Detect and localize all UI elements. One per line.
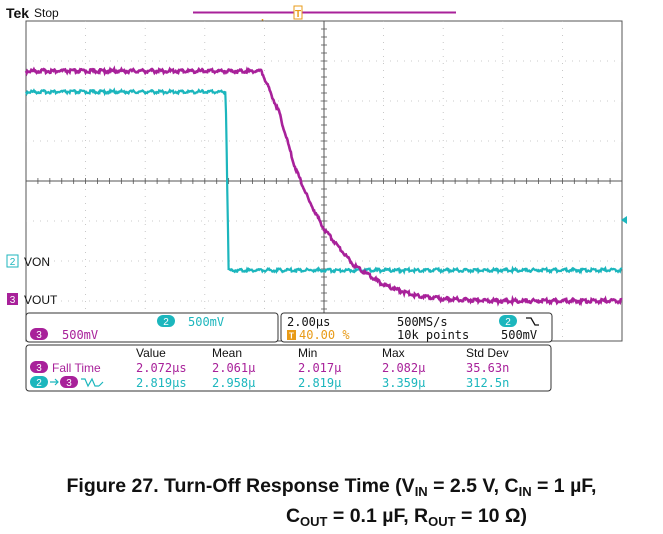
svg-text:2.958µ: 2.958µ [212,376,255,390]
svg-text:2: 2 [10,257,16,268]
ch3-scale-readout[interactable]: 3 500mV [30,328,98,342]
channel-scale-box [25,312,279,343]
svg-text:2: 2 [36,378,42,389]
trigger-level-readout: 500mV [501,328,537,342]
col-header-mean: Mean [212,346,242,360]
svg-text:2.017µ: 2.017µ [298,361,341,375]
svg-text:500mV: 500mV [188,315,224,329]
col-header-min: Min [298,346,317,360]
svg-text:312.5n: 312.5n [466,376,509,390]
von-waveform [25,87,623,276]
svg-text:2.061µ: 2.061µ [212,361,255,375]
svg-text:500mV: 500mV [62,328,98,342]
svg-text:35.63n: 35.63n [466,361,509,375]
trigger-level-marker[interactable] [621,216,627,224]
falling-edge-icon [526,317,539,326]
record-trigger-marker: T [293,5,303,20]
ch3-label: VOUT [24,293,58,307]
svg-text:3: 3 [66,378,72,389]
sample-rate-readout: 500MS/s [397,315,448,329]
svg-text:T: T [295,9,301,20]
svg-text:2.082µ: 2.082µ [382,361,425,375]
vout-waveform [24,65,623,307]
acquisition-status: Stop [34,6,59,20]
col-header-value: Value [136,346,166,360]
svg-text:3: 3 [10,295,16,306]
record-length-readout: 10k points [397,328,469,342]
svg-text:3: 3 [36,363,42,374]
col-header-max: Max [382,346,405,360]
ch2-scale-readout[interactable]: 2 500mV [157,315,224,329]
graticule [25,20,623,342]
measurement-row-fall-time[interactable]: 3 Fall Time 2.072µs 2.061µ 2.017µ 2.082µ… [30,361,509,375]
oscilloscope-display: Tek Stop T T 2 VON 3 VOUT 2 500mV 3 500m… [6,5,627,392]
measurement-name: Fall Time [52,361,101,375]
svg-text:2.819µ: 2.819µ [298,376,341,390]
measurement-row-delay[interactable]: 2 3 2.819µs 2.958µ 2.819µ 3.359µ 312.5n [30,376,509,390]
caption-line-1: Figure 27. Turn-Off Response Time (VIN =… [66,475,597,499]
ch3-ground-marker[interactable]: 3 [7,293,18,306]
brand-label: Tek [6,5,29,21]
trigger-channel-readout[interactable]: 2 [499,315,539,328]
svg-text:40.00 %: 40.00 % [299,328,350,342]
svg-text:T: T [289,332,294,341]
svg-text:3.359µ: 3.359µ [382,376,425,390]
svg-text:2: 2 [163,317,169,328]
caption-line-2: COUT = 0.1 µF, ROUT = 10 Ω) [285,505,528,529]
trigger-position-readout[interactable]: T 40.00 % [287,328,350,342]
measurement-table [25,344,552,392]
timebase-readout[interactable]: 2.00µs [287,315,330,329]
acquisition-box [280,312,553,343]
figure-caption: Figure 27. Turn-Off Response Time (VIN =… [0,474,663,534]
svg-text:3: 3 [36,330,42,341]
svg-text:2: 2 [505,317,511,328]
measurement-header-row: Value Mean Min Max Std Dev [136,346,509,360]
arrow-right-icon [50,378,59,386]
col-header-std-dev: Std Dev [466,346,509,360]
ch2-label: VON [24,255,50,269]
svg-text:2.072µs: 2.072µs [136,361,187,375]
ch2-ground-marker[interactable]: 2 [6,254,19,268]
svg-text:2.819µs: 2.819µs [136,376,187,390]
falling-edges-icon [81,377,104,388]
